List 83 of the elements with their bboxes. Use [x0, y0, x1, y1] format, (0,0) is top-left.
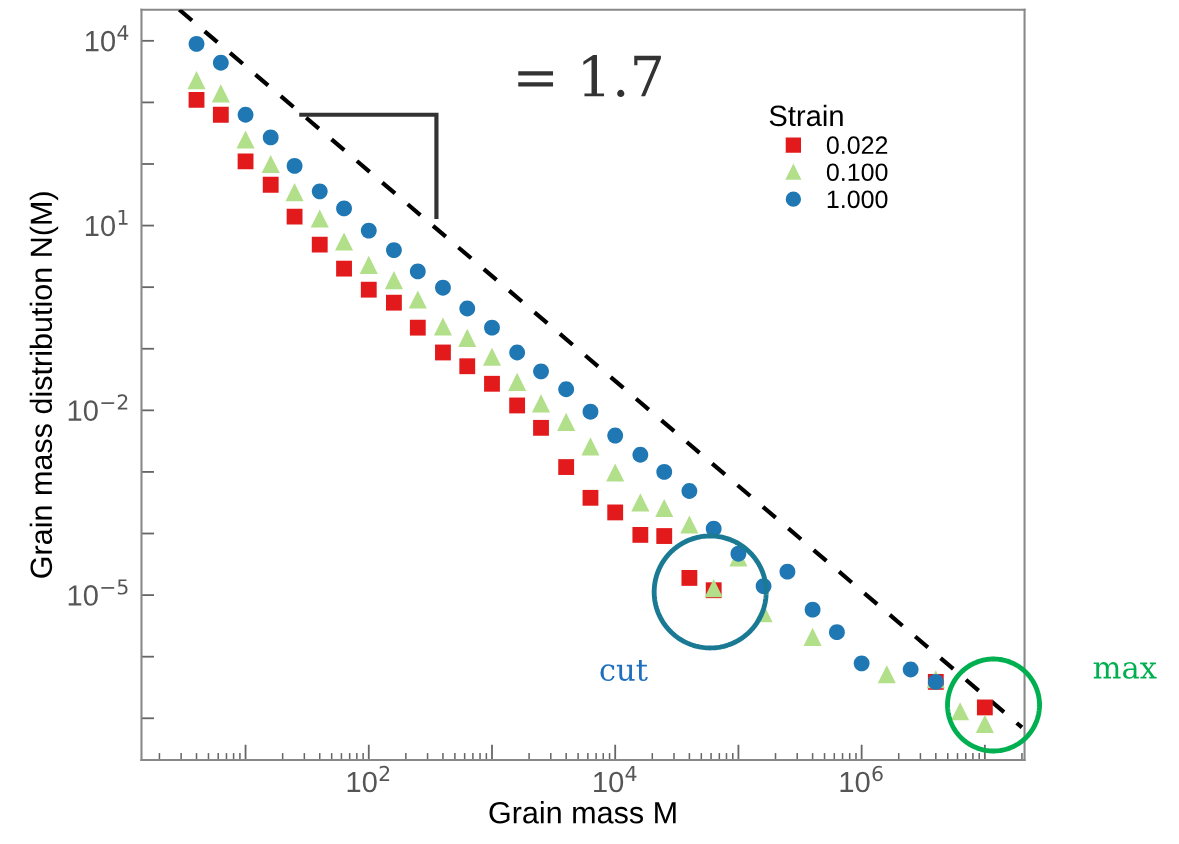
point — [435, 279, 451, 296]
legend-label: 1.000 — [827, 190, 888, 209]
point — [509, 344, 526, 361]
point — [607, 504, 624, 521]
legend-label: 0.100 — [826, 163, 888, 182]
point — [262, 176, 279, 193]
point — [386, 294, 402, 311]
point — [237, 153, 254, 170]
point — [828, 624, 845, 641]
point — [435, 344, 451, 361]
point — [336, 260, 352, 277]
point — [508, 372, 527, 391]
point — [237, 106, 254, 123]
point — [531, 394, 551, 413]
x-tick-label: 10$^{4}$ — [594, 766, 637, 793]
point — [632, 526, 649, 543]
point — [606, 463, 625, 482]
x-axis-title: Grain mass M — [489, 801, 676, 824]
y-tick-label: 10$^{4}$ — [85, 25, 129, 52]
point — [655, 498, 674, 518]
point — [509, 397, 526, 414]
point — [582, 403, 599, 420]
point — [310, 209, 329, 228]
point — [557, 412, 576, 431]
point — [484, 375, 500, 392]
point — [261, 154, 280, 174]
point — [336, 200, 352, 217]
legend-label: 0.022 — [826, 136, 888, 155]
point — [359, 255, 378, 274]
point — [533, 419, 549, 436]
point — [656, 528, 673, 544]
point — [582, 489, 599, 506]
point — [459, 358, 476, 375]
point — [558, 381, 575, 398]
point — [360, 281, 377, 298]
point — [433, 317, 453, 336]
point — [656, 464, 673, 480]
point — [286, 158, 303, 174]
point — [236, 130, 255, 149]
point — [853, 655, 870, 672]
point — [631, 493, 650, 512]
y-tick-label: 10$^{−5}$ — [68, 579, 128, 606]
point — [632, 446, 649, 463]
point — [409, 319, 426, 336]
point — [779, 563, 796, 580]
x-tick-label: 10$^{6}$ — [840, 765, 883, 793]
y-tick-label: 10$^{−2}$ — [68, 394, 128, 421]
annotation: cut — [600, 659, 648, 682]
point — [484, 319, 500, 336]
point — [311, 183, 328, 200]
point — [286, 208, 303, 225]
point — [680, 515, 699, 534]
point — [386, 242, 402, 259]
point — [360, 222, 377, 239]
point — [607, 427, 624, 444]
point — [681, 483, 698, 499]
point — [188, 36, 205, 52]
point — [459, 300, 476, 317]
legend-title: Strain — [769, 104, 843, 127]
point — [285, 183, 304, 202]
annotation: = 1.7 — [518, 55, 661, 98]
point — [384, 271, 403, 290]
point — [212, 106, 229, 123]
point — [311, 236, 328, 253]
point — [262, 129, 279, 146]
point — [211, 84, 230, 103]
point — [804, 601, 821, 618]
point — [681, 570, 698, 586]
point — [482, 347, 502, 366]
point — [188, 91, 205, 108]
point — [458, 328, 477, 347]
point — [533, 363, 549, 380]
point — [409, 263, 426, 280]
point — [581, 437, 600, 456]
y-axis-title: Grain mass distribution N(M) — [29, 192, 59, 578]
text: max — [1093, 662, 1157, 679]
point — [212, 54, 229, 71]
point — [558, 459, 575, 475]
x-tick-label: 10$^{2}$ — [347, 765, 390, 793]
point — [334, 232, 354, 251]
y-tick-label: 10$^{1}$ — [85, 209, 128, 237]
point — [408, 290, 427, 309]
point — [187, 71, 206, 90]
